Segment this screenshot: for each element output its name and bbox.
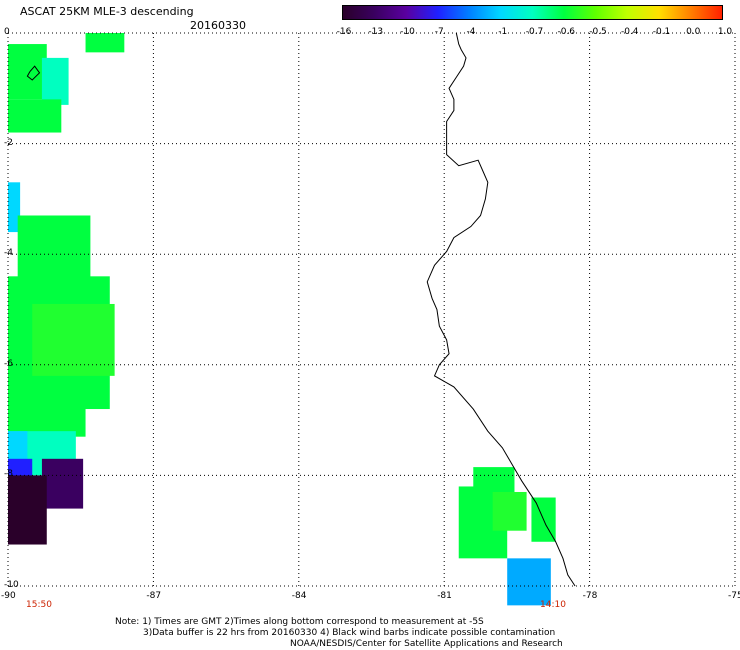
wind-cell <box>41 57 69 105</box>
wind-cell <box>8 475 47 545</box>
wind-cell <box>8 182 21 233</box>
note-line-2: 3)Data buffer is 22 hrs from 20160330 4)… <box>143 628 556 638</box>
x-tick-label: -81 <box>437 591 452 601</box>
y-tick-label: -4 <box>4 248 13 259</box>
wind-cell <box>8 99 62 133</box>
colorbar-labels: -16 -13 -10 -7 -4 -1 -0.7 -0.6 -0.5 -0.4 -0.1 0.0 1.… <box>330 27 740 39</box>
wind-cell <box>8 44 47 100</box>
colorbar-label: 1.0 <box>717 27 733 37</box>
wind-cell <box>8 392 86 437</box>
wind-cell <box>507 558 551 606</box>
colorbar-label: 0.0 <box>686 27 701 37</box>
note-line-3: NOAA/NESDIS/Center for Satellite Applica… <box>290 639 563 649</box>
colorbar-label: -0.6 <box>557 27 576 37</box>
colorbar-label: -0.5 <box>589 27 607 37</box>
galapagos-island <box>26 65 41 81</box>
x-tick-label: -90 <box>1 591 16 601</box>
y-tick-label: -2 <box>4 137 13 148</box>
wind-cell <box>85 33 125 53</box>
wind-cell <box>32 303 115 376</box>
x-tick-label: -78 <box>582 591 598 601</box>
colorbar-label: -7 <box>434 27 444 37</box>
y-tick-label: 0 <box>4 27 10 37</box>
map-title: ASCAT 25KM MLE-3 descending <box>20 5 194 18</box>
colorbar-label: -4 <box>466 27 476 37</box>
wind-cell <box>492 491 527 531</box>
colorbar-label: -0.1 <box>652 27 671 37</box>
colorbar <box>342 5 723 20</box>
x-tick-label: -75 <box>728 591 740 601</box>
colorbar-label: -1 <box>498 27 508 37</box>
wind-cell <box>17 215 91 288</box>
x-tick-label: -84 <box>291 591 307 601</box>
y-tick-label: -8 <box>4 469 13 480</box>
time-label-left: 15:50 <box>26 600 52 610</box>
coastline <box>426 32 576 587</box>
x-tick-label: -87 <box>146 591 162 601</box>
note-line-1: Note: 1) Times are GMT 2)Times along bot… <box>115 617 484 627</box>
y-tick-label: -10 <box>4 580 19 590</box>
wind-cells-layer <box>8 33 556 606</box>
colorbar-label: -0.4 <box>620 27 639 37</box>
y-tick-label: -6 <box>4 358 13 369</box>
wind-cell <box>41 458 84 509</box>
time-label-right: 14:10 <box>540 600 566 610</box>
map-date: 20160330 <box>190 19 246 32</box>
colorbar-label: -16 <box>336 27 352 37</box>
colorbar-label: -0.7 <box>525 27 544 37</box>
grid-lines <box>7 32 736 587</box>
colorbar-label: -13 <box>368 27 384 37</box>
colorbar-label: -10 <box>400 27 415 37</box>
